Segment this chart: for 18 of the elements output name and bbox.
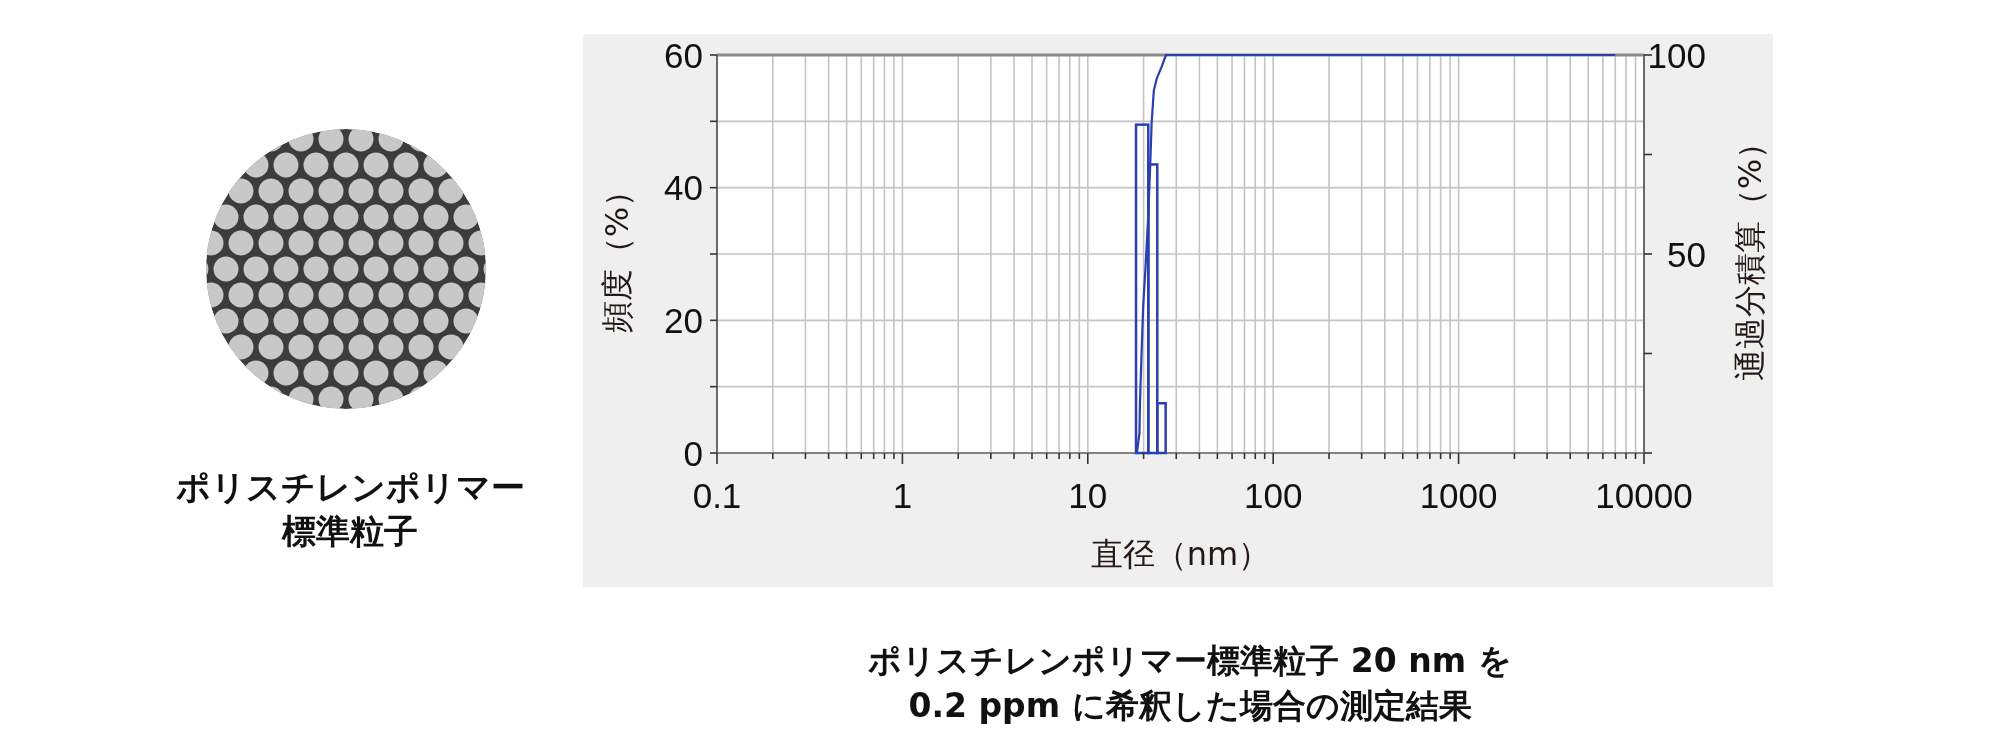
- text: ポリスチレンポリマー: [175, 467, 525, 507]
- text: 標準粒子: [281, 511, 418, 551]
- x-tick-label: 10000: [1595, 476, 1693, 515]
- y2-tick-label: 100: [1647, 35, 1706, 75]
- y-tick-label: 0: [683, 433, 703, 473]
- y-tick-label: 40: [664, 168, 703, 208]
- x-tick-label: 1: [892, 476, 913, 515]
- y2-axis-title: 通過分積算（%）: [1731, 126, 1769, 382]
- x-tick-label: 100: [1244, 476, 1303, 515]
- x-tick-label: 10: [1068, 476, 1108, 515]
- y2-tick-label: 50: [1667, 234, 1706, 274]
- x-axis-title: 直径（nm）: [1090, 535, 1271, 573]
- x-tick-label: 1000: [1419, 476, 1498, 515]
- x-tick-label: 0.1: [692, 476, 742, 515]
- y-tick-label: 60: [664, 35, 703, 75]
- text: ポリスチレンポリマー標準粒子 20 nm を 0.2 ppm に希釈した場合の測定結果: [868, 641, 1512, 725]
- y-axis-title: 頻度（%）: [598, 174, 636, 334]
- y-tick-label: 20: [664, 300, 703, 340]
